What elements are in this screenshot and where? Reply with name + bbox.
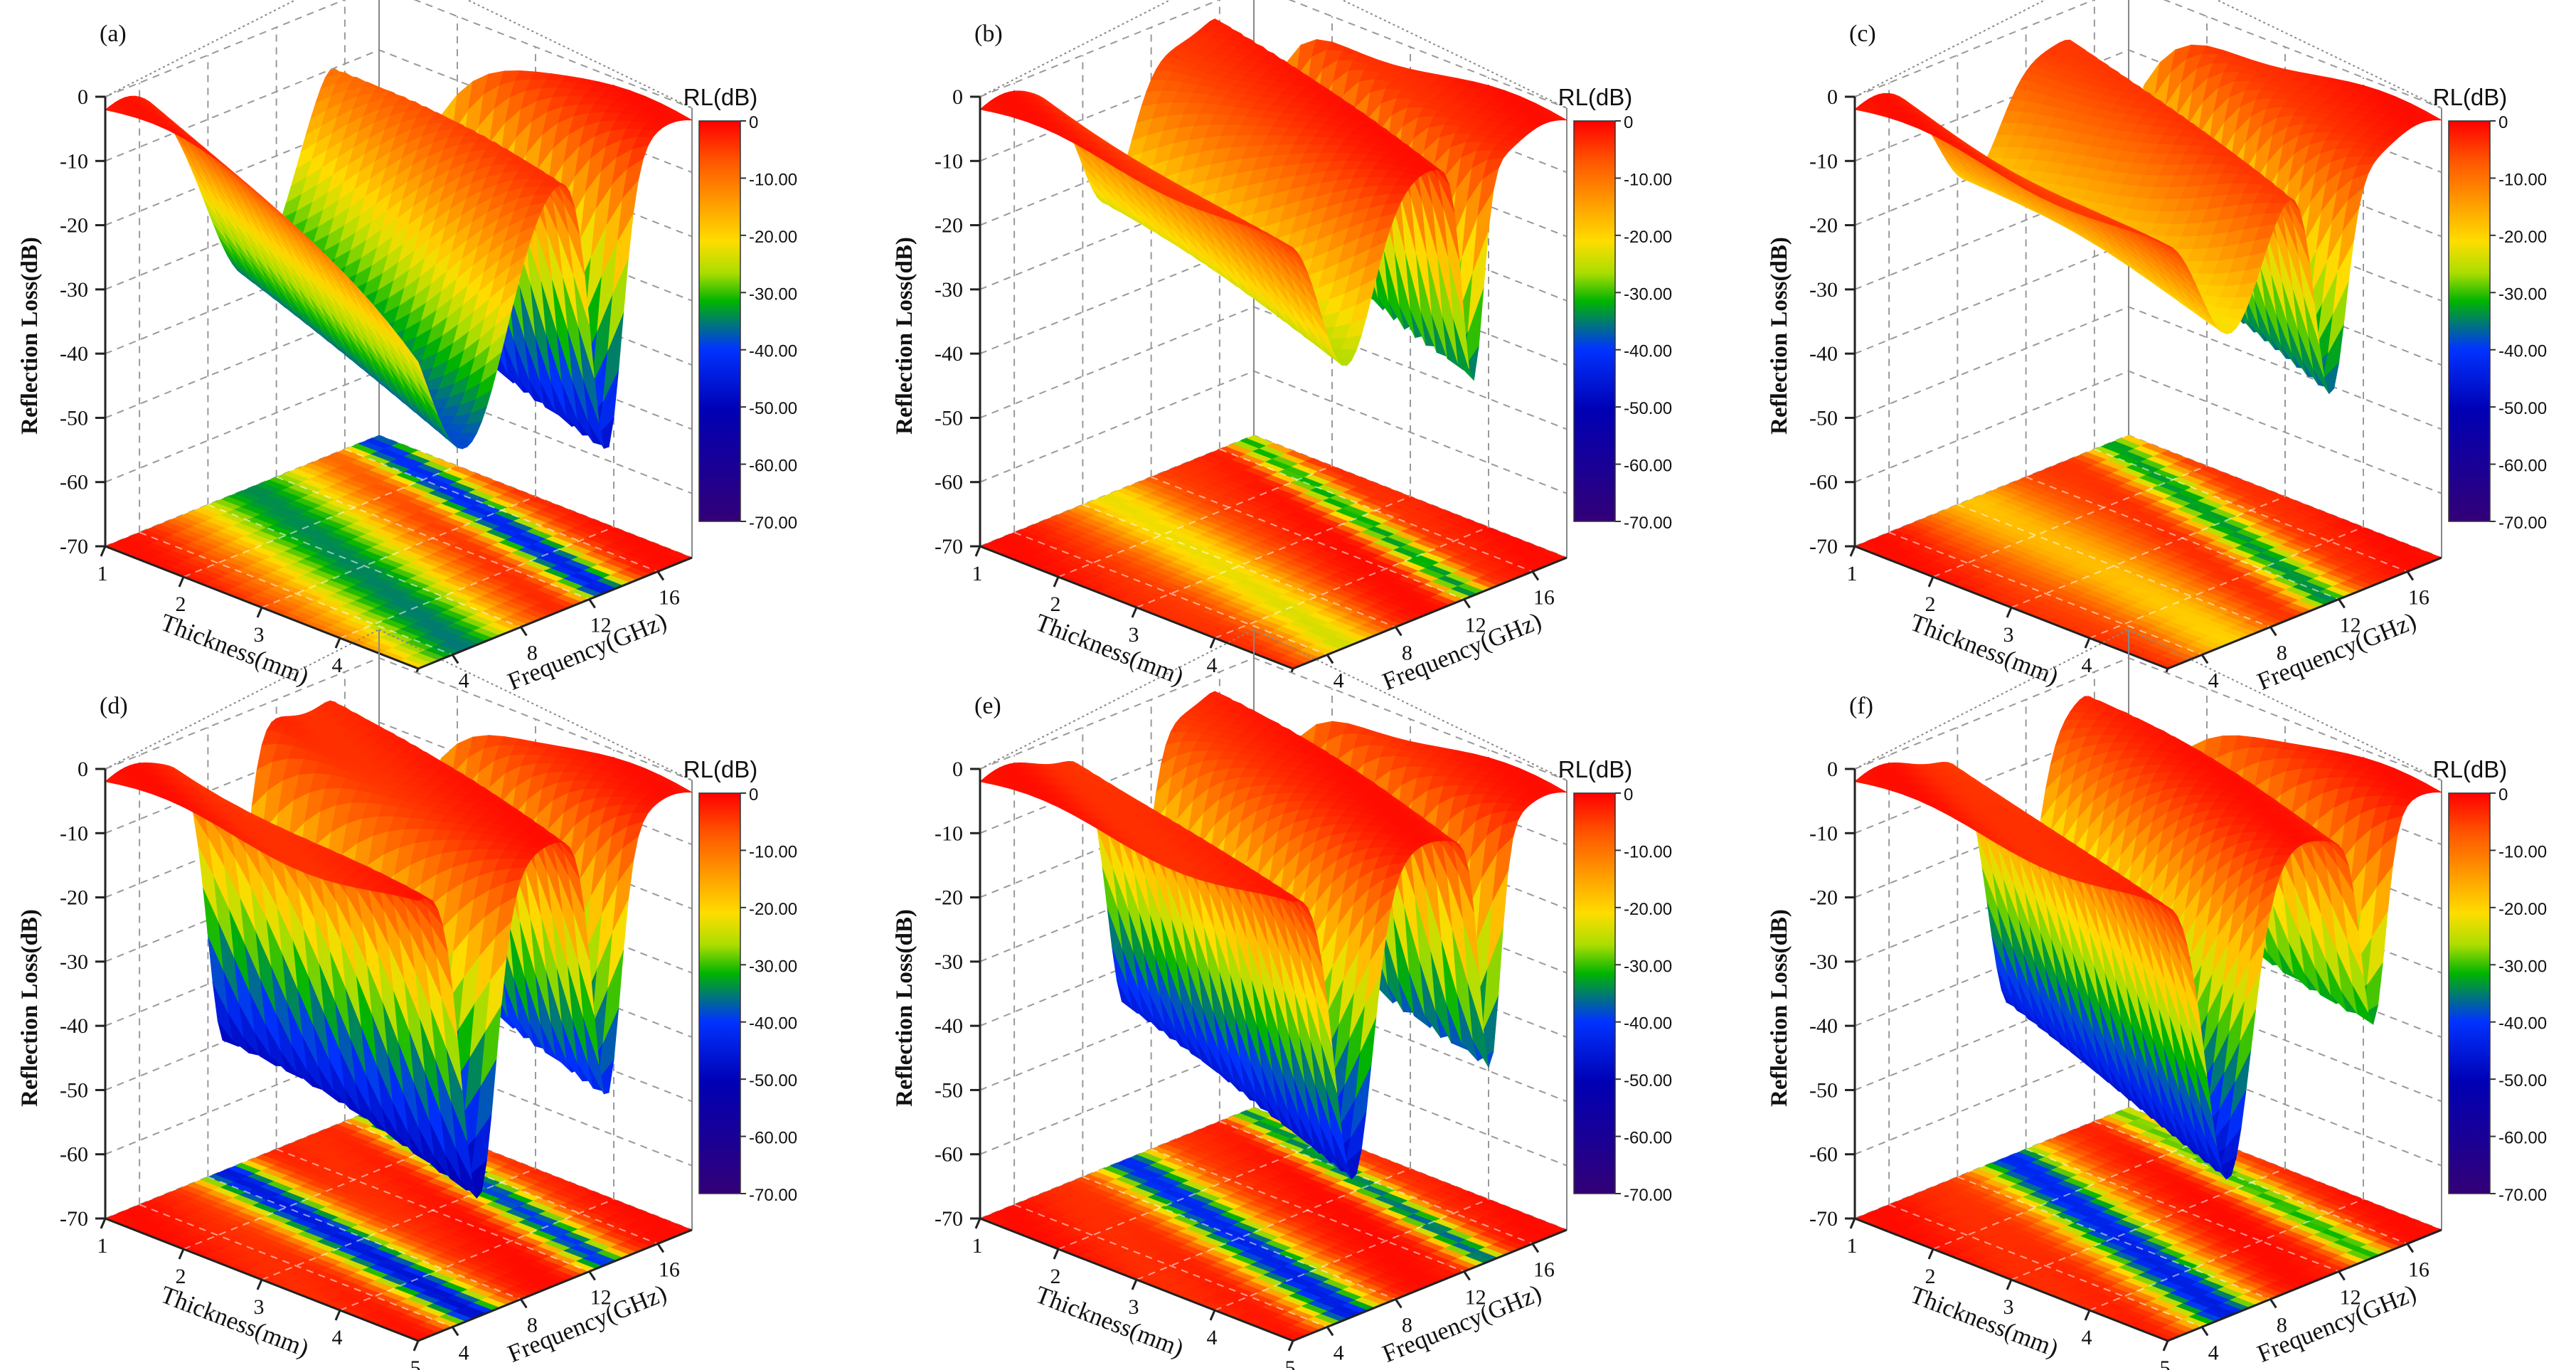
colorbar-tick-label: -30.00 bbox=[1624, 285, 1672, 304]
frequency-tick bbox=[451, 654, 459, 664]
z-tick-label: -50 bbox=[935, 406, 963, 430]
z-tick-label: -30 bbox=[935, 278, 963, 302]
z-tick-label: -70 bbox=[935, 535, 963, 558]
colorbar-tick-label: -20.00 bbox=[749, 228, 797, 247]
frequency-tick bbox=[656, 570, 665, 581]
thickness-tick bbox=[256, 607, 263, 618]
colorbar-tick-label: -50.00 bbox=[1624, 399, 1672, 418]
frequency-tick bbox=[1395, 626, 1403, 637]
z-tick-label: -40 bbox=[60, 342, 88, 366]
z-tick-label: -40 bbox=[935, 342, 963, 366]
colorbar bbox=[1573, 120, 1616, 522]
thickness-tick bbox=[1053, 576, 1060, 588]
z-tick-label: -20 bbox=[60, 214, 88, 238]
z-tick-label: -50 bbox=[60, 406, 88, 430]
colorbar-tick-label: -30.00 bbox=[749, 285, 797, 304]
frequency-tick-label: 16 bbox=[1533, 586, 1555, 610]
thickness-axis-title: Thickness(mm) bbox=[157, 608, 313, 690]
thickness-tick bbox=[974, 546, 981, 557]
frequency-tick-label: 4 bbox=[459, 669, 469, 693]
colorbar-tick-label: -70.00 bbox=[1624, 514, 1672, 533]
z-axis-title: Reflection Loss(dB) bbox=[17, 237, 43, 435]
thickness-tick-label: 1 bbox=[97, 562, 108, 585]
colorbar-title: RL(dB) bbox=[1558, 84, 1633, 110]
panel-c: 0-10-20-30-40-50-60-7012345481216Reflect… bbox=[1767, 0, 2547, 708]
z-tick-label: -20 bbox=[935, 214, 963, 238]
colorbar-tick-label: -40.00 bbox=[749, 342, 797, 361]
z-tick-label: -10 bbox=[60, 149, 88, 173]
thickness-tick bbox=[100, 546, 107, 557]
panel-a: 0-10-20-30-40-50-60-7012345481216Reflect… bbox=[17, 0, 797, 708]
thickness-tick-label: 1 bbox=[972, 562, 983, 585]
z-tick-label: -30 bbox=[60, 278, 88, 302]
panel-label: (b) bbox=[974, 21, 1003, 47]
panel-label: (a) bbox=[100, 21, 127, 47]
thickness-tick bbox=[178, 576, 185, 588]
colorbar-tick-label: -60.00 bbox=[749, 457, 797, 476]
frequency-tick-label: 4 bbox=[1334, 669, 1344, 693]
thickness-tick bbox=[334, 637, 341, 649]
z-tick-label: 0 bbox=[952, 85, 963, 109]
z-tick-label: -70 bbox=[60, 535, 88, 558]
frequency-tick bbox=[1531, 570, 1540, 581]
colorbar-title: RL(dB) bbox=[683, 84, 758, 110]
colorbar-tick-label: -60.00 bbox=[1624, 457, 1672, 476]
colorbar-tick-label: 0 bbox=[749, 113, 758, 132]
colorbar-tick-label: -40.00 bbox=[1624, 342, 1672, 361]
axis-edge bbox=[466, 0, 693, 109]
thickness-tick bbox=[1131, 607, 1138, 618]
panel-b: 0-10-20-30-40-50-60-7012345481216Reflect… bbox=[892, 0, 1672, 708]
frequency-tick bbox=[1326, 654, 1334, 664]
colorbar-tick-label: 0 bbox=[1624, 113, 1633, 132]
frequency-tick bbox=[520, 626, 528, 637]
frequency-tick bbox=[588, 598, 596, 609]
z-tick-label: -60 bbox=[60, 471, 88, 494]
colorbar-tick-label: -50.00 bbox=[749, 399, 797, 418]
colorbar bbox=[698, 120, 741, 522]
thickness-axis-title: Thickness(mm) bbox=[1032, 608, 1188, 690]
axis-edge bbox=[105, 0, 297, 97]
thickness-tick bbox=[1209, 637, 1216, 649]
z-axis-title: Reflection Loss(dB) bbox=[892, 237, 917, 435]
colorbar-tick-label: -20.00 bbox=[1624, 228, 1672, 247]
frequency-tick-label: 16 bbox=[659, 586, 680, 610]
colorbar-tick-label: -10.00 bbox=[1624, 170, 1672, 189]
frequency-tick bbox=[1463, 598, 1471, 609]
colorbar-tick-label: -70.00 bbox=[749, 514, 797, 533]
z-tick-label: -10 bbox=[935, 149, 963, 173]
colorbar-tick-label: -10.00 bbox=[749, 170, 797, 189]
z-tick-label: -60 bbox=[935, 471, 963, 494]
z-tick-label: 0 bbox=[78, 85, 88, 109]
